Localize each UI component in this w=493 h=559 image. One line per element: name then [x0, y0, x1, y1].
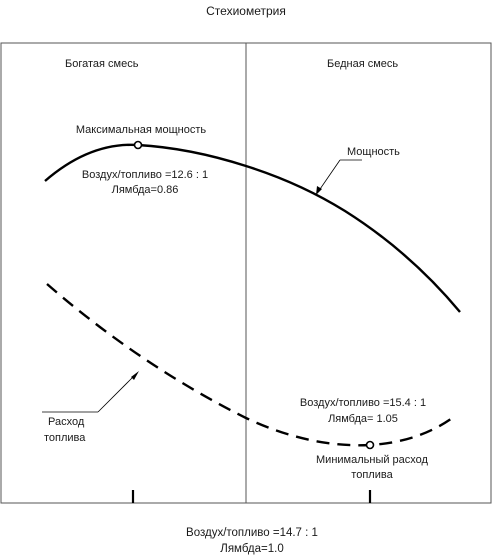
- min-consumption-ratio: Воздух/топливо =15.4 : 1: [300, 397, 426, 409]
- consumption-label-line2: топлива: [44, 432, 86, 444]
- lean-mixture-label: Бедная смесь: [327, 58, 398, 70]
- power-curve: [44, 143, 461, 313]
- consumption-leader-arrow: [131, 371, 139, 380]
- fuel-consumption-curve: [46, 283, 456, 447]
- min-consumption-lambda: Лямбда= 1.05: [328, 413, 398, 425]
- max-power-point: [133, 140, 143, 150]
- min-consumption-point: [365, 440, 375, 450]
- max-power-label: Максимальная мощность: [76, 124, 206, 136]
- stoichiometric-ratio: Воздух/топливо =14.7 : 1: [186, 527, 318, 539]
- max-power-ratio: Воздух/топливо =12.6 : 1: [82, 169, 208, 181]
- stoichiometric-lambda: Лямбда=1.0: [220, 543, 283, 555]
- consumption-label-line1: Расход: [48, 416, 85, 428]
- min-consumption-label-line1: Минимальный расход: [316, 454, 429, 466]
- rich-mixture-label: Богатая смесь: [65, 58, 139, 70]
- diagram-title: Стехиометрия: [206, 4, 286, 18]
- power-leader-arrow: [316, 186, 322, 195]
- power-leader-diagonal: [317, 159, 341, 193]
- power-curve-label: Мощность: [347, 146, 400, 158]
- min-consumption-label-line2: топлива: [351, 469, 393, 481]
- consumption-leader-diagonal: [97, 373, 137, 413]
- max-power-lambda: Лямбда=0.86: [112, 184, 179, 196]
